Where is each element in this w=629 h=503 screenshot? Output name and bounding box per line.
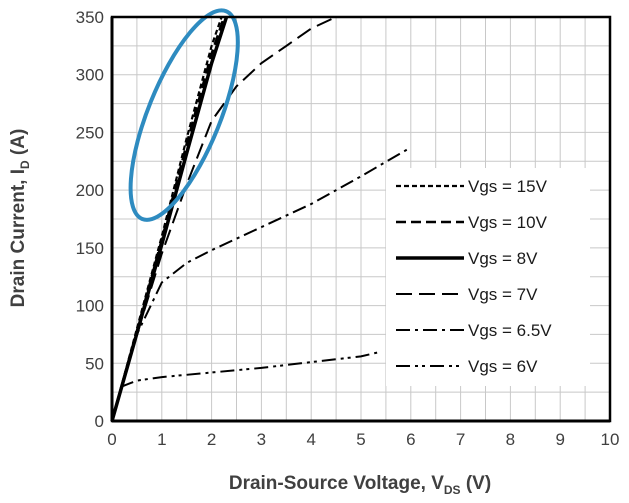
legend-label-2: Vgs = 10V <box>468 213 548 232</box>
x-tick-label: 10 <box>601 430 620 449</box>
y-tick-label: 250 <box>76 123 104 142</box>
legend-label-6: Vgs = 6V <box>468 357 538 376</box>
y-tick-label: 50 <box>85 354 104 373</box>
legend-label-1: Vgs = 15V <box>468 177 548 196</box>
y-tick-label: 200 <box>76 181 104 200</box>
x-tick-label: 7 <box>456 430 465 449</box>
series-lines <box>110 16 412 422</box>
x-tick-label: 1 <box>157 430 166 449</box>
legend-label-3: Vgs = 8V <box>468 249 538 268</box>
legend: Vgs = 15V Vgs = 10V Vgs = 8V Vgs = 7V Vgs = … <box>386 168 590 386</box>
x-tick-label: 8 <box>506 430 515 449</box>
x-tick-label: 5 <box>356 430 365 449</box>
highlight-ellipse <box>128 8 240 222</box>
series-line-6 <box>111 350 382 422</box>
y-tick-label: 150 <box>76 239 104 258</box>
y-tick-label: 350 <box>76 8 104 27</box>
x-axis-title: Drain-Source Voltage, VDS (V) <box>229 473 491 497</box>
x-tick-label: 3 <box>257 430 266 449</box>
x-tick-label: 4 <box>306 430 315 449</box>
x-tick-label: 6 <box>406 430 415 449</box>
y-tick-label: 100 <box>76 297 104 316</box>
y-tick-label: 0 <box>95 412 104 431</box>
x-tick-label: 0 <box>107 430 116 449</box>
y-tick-label: 300 <box>76 66 104 85</box>
highlight-ellipse-mark <box>128 8 240 222</box>
x-tick-label: 2 <box>207 430 216 449</box>
legend-box <box>386 168 590 386</box>
legend-label-4: Vgs = 7V <box>468 285 538 304</box>
plot-frame <box>110 15 612 423</box>
series-line-5 <box>111 146 412 422</box>
series-line-4 <box>111 16 337 422</box>
legend-label-5: Vgs = 6.5V <box>468 321 552 340</box>
x-tick-label: 9 <box>555 430 564 449</box>
y-axis-title: Drain Current, ID (A) <box>8 129 32 308</box>
